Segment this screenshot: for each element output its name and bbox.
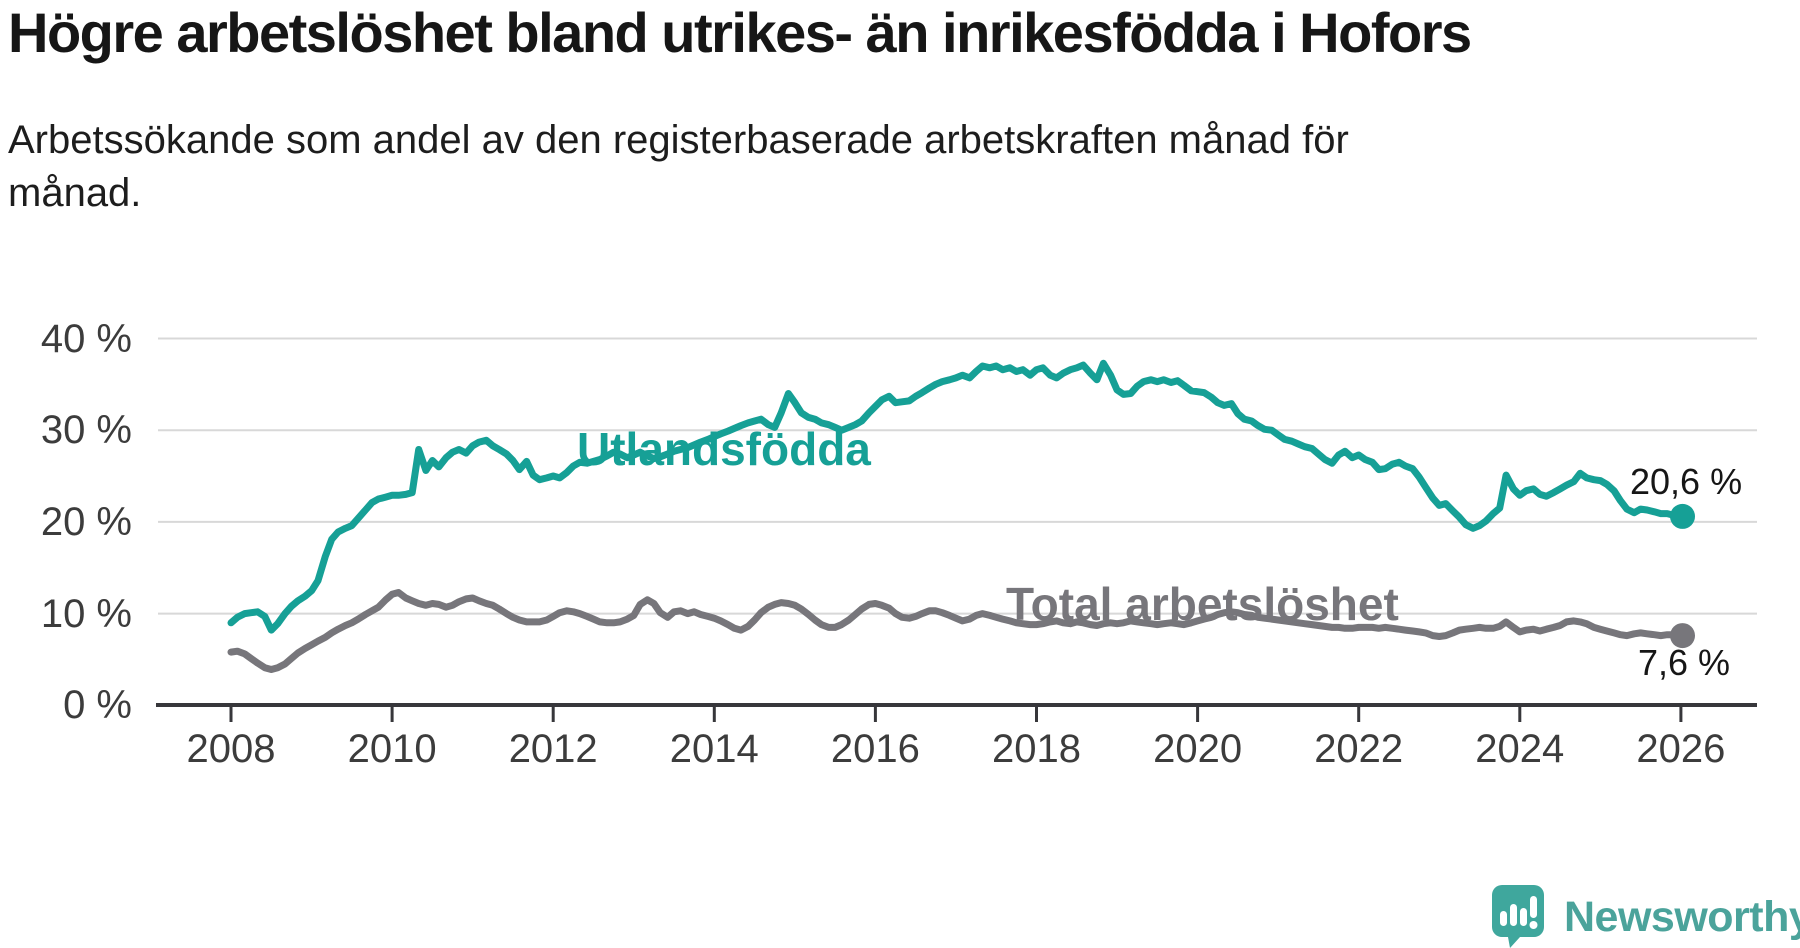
newsworthy-logo-text: Newsworthy: [1564, 892, 1800, 941]
series-line-1: [227, 589, 1686, 673]
x-tick-label: 2014: [669, 727, 759, 771]
series-label-utlandsfodda: Utlandsfödda: [577, 423, 871, 475]
x-tick-label: 2010: [347, 727, 437, 771]
x-tick-label: 2026: [1636, 727, 1726, 771]
gridlines: [158, 337, 1757, 615]
y-tick-label: 20 %: [40, 499, 132, 544]
x-tick-label: 2022: [1314, 727, 1404, 771]
y-tick-label: 10 %: [40, 591, 132, 636]
end-value-label-total: 7,6 %: [1638, 642, 1731, 683]
speech-bubble-bar-chart-icon: [1492, 885, 1544, 948]
page-title: Högre arbetslöshet bland utrikes- än inr…: [8, 1, 1472, 64]
series-end-dot-1: [1670, 623, 1696, 649]
x-tick-label: 2012: [508, 727, 598, 771]
y-tick-label: 40 %: [40, 316, 132, 361]
x-tick-label: 2018: [992, 727, 1081, 771]
x-tick-label: 2024: [1475, 727, 1565, 771]
series-end-dots: [1670, 503, 1696, 649]
x-axis: [156, 703, 1757, 722]
x-tick-label: 2016: [830, 727, 920, 771]
series-end-dot-0: [1670, 503, 1696, 529]
end-value-label-utlandsfodda: 20,6 %: [1630, 461, 1743, 502]
y-tick-label: 30 %: [40, 408, 132, 453]
x-tick-label: 2008: [186, 727, 276, 771]
series-label-total-arbetsloshet: Total arbetslöshet: [1006, 578, 1399, 630]
newsworthy-logo: Newsworthy: [1490, 884, 1800, 948]
page-subtitle: Arbetssökande som andel av den registerb…: [8, 118, 1349, 216]
x-tick-label: 2020: [1153, 727, 1243, 771]
series-lines: [227, 359, 1686, 673]
y-tick-label: 0 %: [63, 683, 132, 728]
series-line-0: [227, 359, 1686, 634]
